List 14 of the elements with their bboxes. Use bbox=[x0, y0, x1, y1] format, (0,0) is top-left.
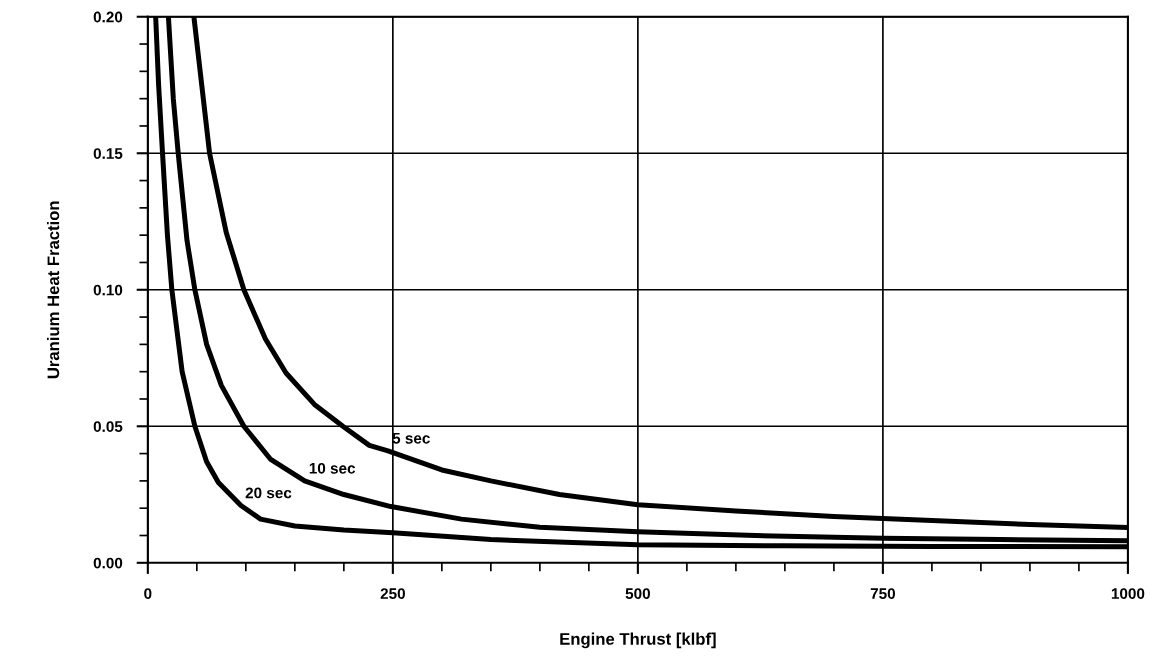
series-label: 10 sec bbox=[309, 462, 356, 474]
x-tick-label: 0 bbox=[144, 588, 152, 600]
x-tick-label: 1000 bbox=[1111, 588, 1145, 600]
y-tick-label: 0.20 bbox=[93, 11, 123, 23]
x-tick-label: 250 bbox=[380, 588, 405, 600]
y-tick-label: 0.05 bbox=[93, 421, 123, 432]
series-label: 20 sec bbox=[245, 487, 292, 499]
y-tick-label: 0.00 bbox=[93, 557, 123, 569]
y-tick-label: 0.10 bbox=[93, 284, 123, 296]
x-tick-label: 500 bbox=[625, 588, 650, 600]
x-axis-title: Engine Thrust [klbf] bbox=[560, 632, 716, 649]
y-axis-title: Uranium Heat Fraction bbox=[47, 201, 60, 379]
x-tick-label: 750 bbox=[870, 588, 896, 600]
y-tick-label: 0.15 bbox=[93, 148, 123, 159]
